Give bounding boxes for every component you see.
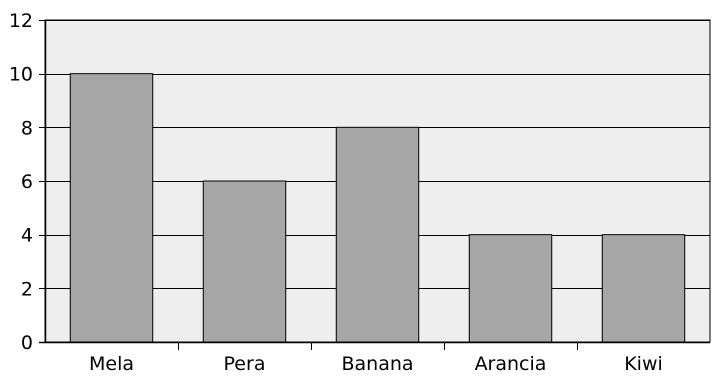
y-tick-label: 6 [21, 171, 33, 193]
x-tick-label: Banana [341, 353, 413, 375]
bar-mela [69, 73, 154, 343]
bars [69, 73, 686, 343]
x-tick-label: Pera [224, 353, 266, 375]
gridlines [45, 20, 710, 289]
x-tick-label: Kiwi [624, 353, 663, 375]
y-tick-label: 12 [9, 10, 33, 32]
y-axis: 0 2 4 6 8 10 12 [9, 10, 45, 354]
y-tick-label: 2 [21, 278, 33, 300]
y-tick-label: 4 [21, 225, 33, 247]
x-axis: Mela Pera Banana Arancia Kiwi [39, 20, 710, 375]
bar-kiwi [601, 234, 686, 343]
y-tick-label: 8 [21, 117, 33, 139]
bar-banana [335, 126, 420, 343]
y-tick-label: 10 [9, 64, 33, 86]
x-tick-label: Arancia [475, 353, 547, 375]
x-tick-label: Mela [89, 353, 134, 375]
y-tick-label: 0 [21, 332, 33, 354]
bar-pera [202, 180, 287, 343]
bar-arancia [468, 234, 553, 343]
